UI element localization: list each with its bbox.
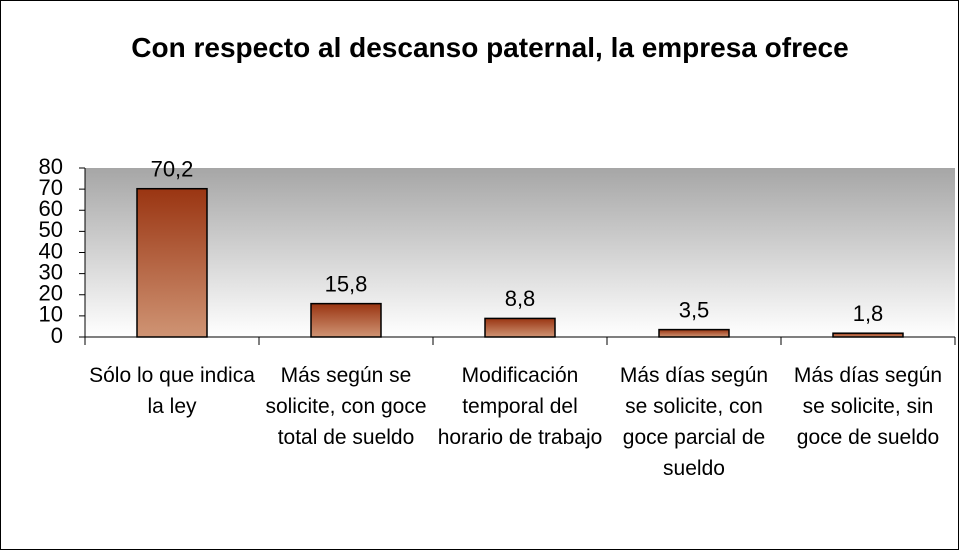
- y-tick-label: 80: [39, 154, 63, 179]
- x-tick-label: Más según se solicite, con goce total de…: [265, 364, 427, 449]
- bar: [310, 302, 382, 338]
- x-tick-label: Sólo lo que indica la ley: [89, 364, 255, 418]
- x-tick-label: Modificación temporal del horario de tra…: [437, 364, 603, 449]
- plot-area: [85, 168, 955, 337]
- bar: [484, 317, 556, 338]
- bar: [658, 328, 730, 338]
- y-tick-label: 70: [39, 175, 63, 200]
- y-tick-label: 0: [51, 323, 63, 348]
- data-label: 1,8: [853, 301, 884, 326]
- y-tick-label: 10: [39, 302, 63, 327]
- x-tick-label: Más días según se solicite, con goce par…: [619, 364, 769, 480]
- data-label: 8,8: [505, 286, 536, 311]
- bar: [136, 187, 208, 338]
- y-tick-label: 50: [39, 217, 63, 242]
- data-label: 70,2: [151, 157, 194, 182]
- data-label: 3,5: [679, 297, 710, 322]
- data-label: 15,8: [325, 271, 368, 296]
- chart-title: Con respecto al descanso paternal, la em…: [131, 32, 849, 63]
- y-tick-label: 30: [39, 259, 63, 284]
- x-tick-label: Más días según se solicite, sin goce de …: [793, 364, 943, 449]
- y-tick-label: 20: [39, 281, 63, 306]
- bar: [832, 332, 904, 338]
- y-tick-label: 60: [39, 196, 63, 221]
- y-tick-label: 40: [39, 238, 63, 263]
